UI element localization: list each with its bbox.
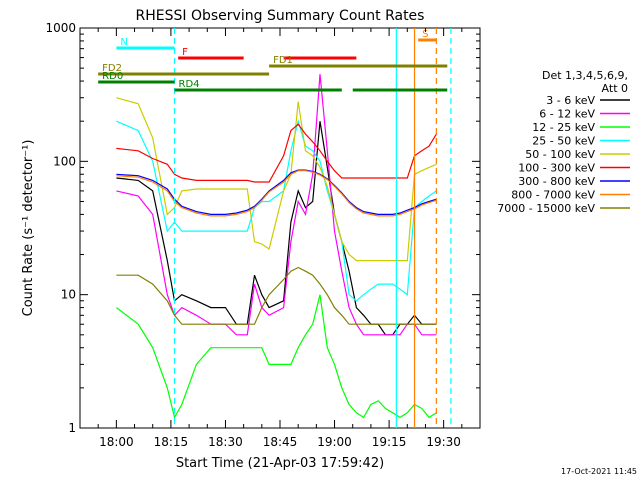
legend-label-0: 3 - 6 keV: [546, 94, 595, 107]
plot-frame: [79, 27, 481, 429]
x-tick-label-4: 19:00: [317, 435, 352, 449]
x-tick-label-5: 19:15: [372, 435, 407, 449]
annotation-label-6: RD4: [179, 79, 200, 90]
series-line-8: [116, 266, 437, 325]
annotation-label-9: S: [422, 29, 428, 40]
x-tick-label-1: 18:15: [154, 435, 189, 449]
series-line-3: [116, 118, 437, 302]
legend-label-7: 800 - 7000 keV: [511, 189, 595, 202]
legend-label-3: 25 - 50 keV: [532, 135, 595, 148]
chart-title: RHESSI Observing Summary Count Rates: [136, 8, 425, 24]
annotation-label-1: F: [182, 47, 188, 58]
legend-label-2: 12 - 25 keV: [532, 121, 595, 134]
series-line-4: [116, 97, 437, 262]
series-line-0: [116, 121, 437, 336]
legend-label-4: 50 - 100 keV: [525, 148, 595, 161]
legend-header-line2: Att 0: [602, 82, 628, 95]
legend-label-6: 300 - 800 keV: [518, 175, 595, 188]
x-tick-label-0: 18:00: [99, 435, 134, 449]
annotation-label-3: FD1: [273, 55, 293, 66]
legend-label-5: 100 - 300 keV: [518, 162, 595, 175]
series-line-2: [116, 294, 437, 420]
x-tick-label-2: 18:30: [208, 435, 243, 449]
y-tick-label-3: 1000: [45, 21, 76, 35]
annotation-label-5: RD0: [102, 71, 123, 82]
y-tick-label-2: 100: [53, 154, 76, 168]
x-axis-label: Start Time (21-Apr-03 17:59:42): [176, 456, 384, 471]
y-tick-label-1: 10: [61, 288, 76, 302]
series-line-1: [116, 74, 437, 336]
legend-header-line1: Det 1,3,4,5,6,9,: [542, 69, 628, 82]
x-tick-label-3: 18:45: [263, 435, 298, 449]
y-axis-label: Count Rate (s⁻¹ detector⁻¹): [21, 140, 36, 317]
annotation-label-0: N: [120, 37, 127, 48]
y-tick-label-0: 1: [68, 421, 76, 435]
x-tick-label-6: 19:30: [426, 435, 461, 449]
annotation-label-4: FD2: [102, 63, 122, 74]
series-line-7: [116, 170, 437, 217]
legend-label-1: 6 - 12 keV: [539, 108, 595, 121]
legend-label-8: 7000 - 15000 keV: [497, 202, 595, 215]
series-line-5: [116, 123, 437, 183]
series-line-6: [116, 169, 437, 215]
timestamp: 17-Oct-2021 11:45: [561, 467, 637, 476]
